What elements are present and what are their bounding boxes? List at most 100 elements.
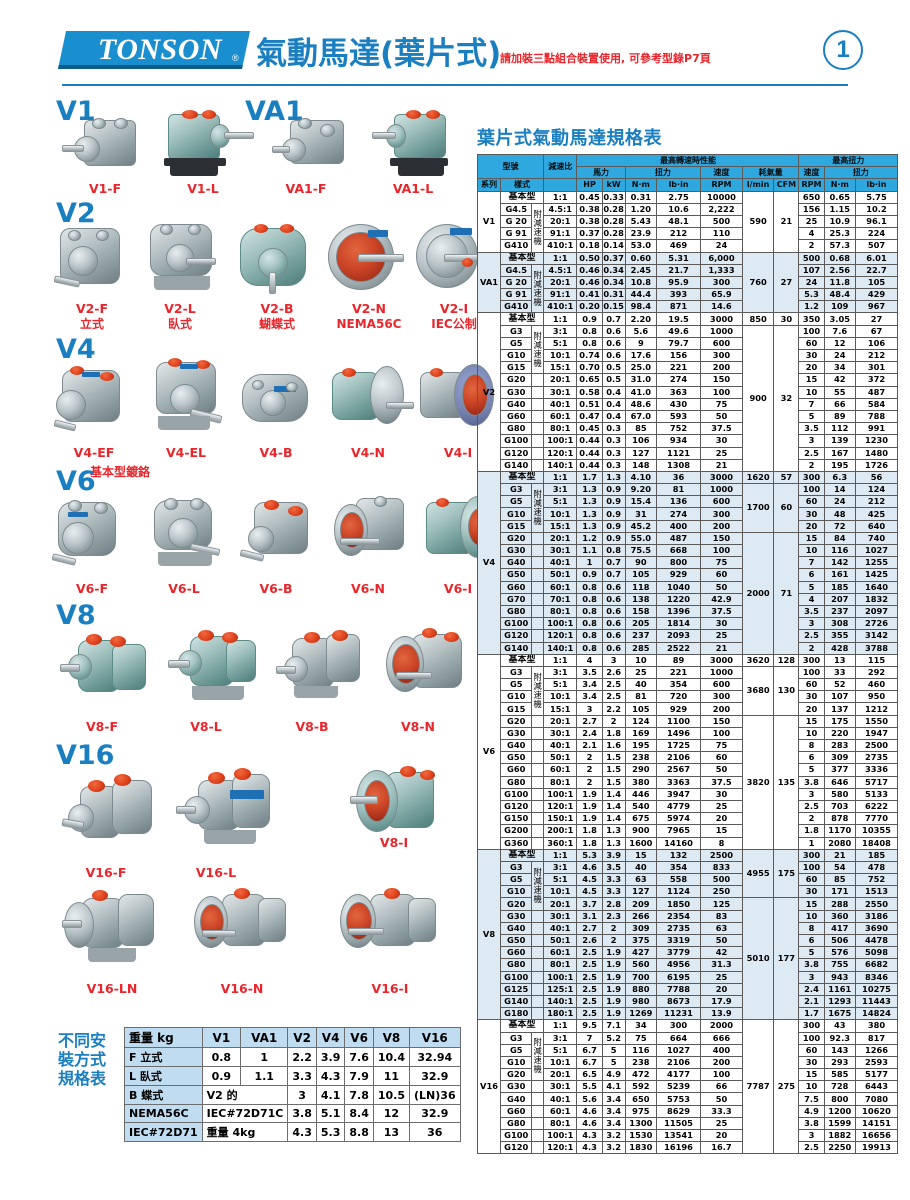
spec-th-unit-hp: HP: [576, 178, 603, 192]
spec-cell-rpm: 3000: [700, 470, 743, 485]
spec-attach-spacer: [531, 629, 544, 643]
table-row: G140 140:1 0.8 0.6 285 2522 21 2 428 3788: [478, 641, 899, 655]
spec-cell-mnm: 72: [823, 519, 856, 533]
spec-cell-nm: 148: [624, 458, 658, 472]
spec-cell-hp: 2.6: [576, 933, 603, 948]
weight-merged-note: V2 的: [201, 1085, 289, 1105]
weight-col-v8: V8: [372, 1027, 411, 1048]
spec-cell-mrpm: 2.5: [798, 799, 825, 814]
spec-cell-mlbin: 5.75: [854, 190, 899, 204]
table-row: G100 100:1 0.44 0.3 106 934 30 3 139 1230: [478, 434, 899, 448]
spec-cell-mlbin: 1550: [854, 714, 899, 728]
spec-attach-spacer: [531, 1116, 544, 1131]
spec-cell-mnm: 1161: [823, 982, 856, 996]
spec-attach-spacer: [531, 994, 544, 1009]
spec-cell-mnm: 428: [823, 641, 856, 655]
caption-v4-note: 基本型鍍鉻: [90, 465, 151, 479]
spec-cell-lbin: 1308: [656, 458, 702, 472]
spec-cell-hp: 1.3: [576, 507, 603, 521]
spec-cell-mlbin: 2550: [854, 897, 899, 911]
product-image-v8-b: [276, 630, 372, 712]
spec-cell-hp: 2: [576, 763, 603, 777]
spec-cell-nm: 1300: [624, 1116, 658, 1131]
page-title: 氣動馬達(葉片式): [256, 36, 502, 72]
spec-cell-ratio: 1:1: [542, 848, 578, 862]
table-row: G150 150:1 1.9 1.4 675 5974 20 2 878 7770: [478, 812, 899, 826]
spec-cell-rpm: 6,000: [700, 251, 743, 265]
spec-cell-mlbin: 6222: [854, 799, 899, 814]
spec-cell-hp: 1.3: [576, 519, 603, 533]
spec-cell-kw: 0.6: [601, 336, 626, 351]
spec-cell-mrpm: 8: [798, 921, 825, 936]
spec-model-cell: G100: [500, 970, 533, 984]
spec-cell-nm: 266: [624, 909, 658, 923]
table-row: G3 附減速機 3:1 1.3 0.9 9.20 81 1000 1700 60 100 14 124: [478, 483, 899, 533]
spec-cell-rpm: 20: [700, 1128, 743, 1143]
product-image-v8-l: [168, 628, 266, 714]
spec-cell-mlbin: 1255: [854, 556, 899, 570]
spec-cell-air-cfm: 27: [773, 251, 800, 314]
spec-cell-mnm: 1599: [823, 1116, 856, 1131]
spec-cell-mnm: 25.3: [823, 227, 856, 241]
spec-cell-mlbin: 106: [854, 336, 899, 351]
table-row: G60 60:1 2.5 1.9 427 3779 42 5 576 5098: [478, 946, 899, 960]
spec-model-cell: G3: [500, 483, 533, 497]
spec-cell-hp: 2.5: [576, 994, 603, 1009]
spec-cell-mnm: 703: [823, 799, 856, 814]
spec-model-cell: G10: [500, 1055, 533, 1070]
spec-cell-lbin: 21.7: [656, 263, 702, 277]
table-row: F 立式 0.8 1 2.2 3.9 7.6 10.4 32.94: [124, 1047, 461, 1067]
weight-cell: 3.9: [315, 1047, 346, 1067]
spec-cell-mrpm: 5: [798, 946, 825, 960]
spec-cell-hp: 1.7: [576, 470, 603, 485]
weight-col-unit: 重量 kg: [124, 1027, 203, 1048]
spec-cell-rpm: 75: [700, 397, 743, 411]
spec-attach-spacer: [531, 726, 544, 741]
spec-attach-spacer: [531, 1128, 544, 1143]
spec-cell-rpm: 8: [700, 836, 743, 850]
spec-attach-label: 附減速機: [531, 324, 544, 375]
spec-cell-rpm: 250: [700, 885, 743, 899]
spec-cell-mnm: 580: [823, 787, 856, 801]
spec-cell-ratio: 20:1: [542, 531, 578, 546]
spec-cell-lbin: 48.1: [656, 214, 702, 229]
spec-th-unit-lbin: lb·in: [656, 178, 702, 192]
spec-model-cell: 基本型: [500, 848, 544, 862]
spec-cell-mnm: 0.65: [823, 190, 856, 204]
spec-cell-mlbin: 6.01: [854, 251, 899, 265]
spec-cell-mrpm: 4: [798, 592, 825, 606]
spec-th-unit-max-nm: N·m: [823, 178, 856, 192]
spec-cell-kw: 2.2: [601, 702, 626, 716]
spec-model-cell: G80: [500, 775, 533, 789]
spec-cell-air-lmin: 1620: [741, 470, 775, 485]
weight-cell: 32.9: [409, 1066, 461, 1086]
spec-cell-kw: 0.31: [601, 288, 626, 302]
product-image-v4-ef: [53, 364, 134, 436]
spec-cell-mlbin: 460: [854, 678, 899, 692]
spec-cell-mlbin: 224: [854, 227, 899, 241]
spec-cell-hp: 0.65: [576, 373, 603, 387]
spec-cell-rpm: 300: [700, 690, 743, 704]
spec-cell-mrpm: 5: [798, 409, 825, 424]
spec-cell-nm: 1269: [624, 1007, 658, 1021]
spec-cell-hp: 4.6: [576, 860, 603, 875]
caption-v4-b: V4-B: [259, 445, 293, 460]
spec-cell-nm: 40: [624, 678, 658, 692]
spec-cell-air-cfm: 21: [773, 190, 800, 253]
spec-cell-rpm: 20: [700, 812, 743, 826]
spec-cell-kw: 0.34: [601, 275, 626, 290]
spec-cell-ratio: 120:1: [542, 1141, 578, 1155]
weight-cell: 3.8: [287, 1104, 317, 1123]
spec-cell-mlbin: 817: [854, 1031, 899, 1045]
spec-cell-mnm: 1170: [823, 824, 856, 838]
spec-cell-ratio: 40:1: [542, 921, 578, 936]
header-note: 請加裝三點組合裝置使用, 可參考型錄P7頁: [500, 52, 711, 65]
spec-cell-lbin: 81: [656, 483, 702, 497]
spec-model-cell: G50: [500, 751, 533, 765]
spec-cell-nm: 31.0: [624, 373, 658, 387]
product-image-v6-b: [239, 500, 326, 572]
spec-cell-nm: 540: [624, 799, 658, 814]
spec-cell-hp: 2.7: [576, 921, 603, 936]
spec-cell-rpm: 666: [700, 1031, 743, 1045]
table-row: G10 10:1 0.74 0.6 17.6 156 300 30 24 212: [478, 348, 899, 363]
